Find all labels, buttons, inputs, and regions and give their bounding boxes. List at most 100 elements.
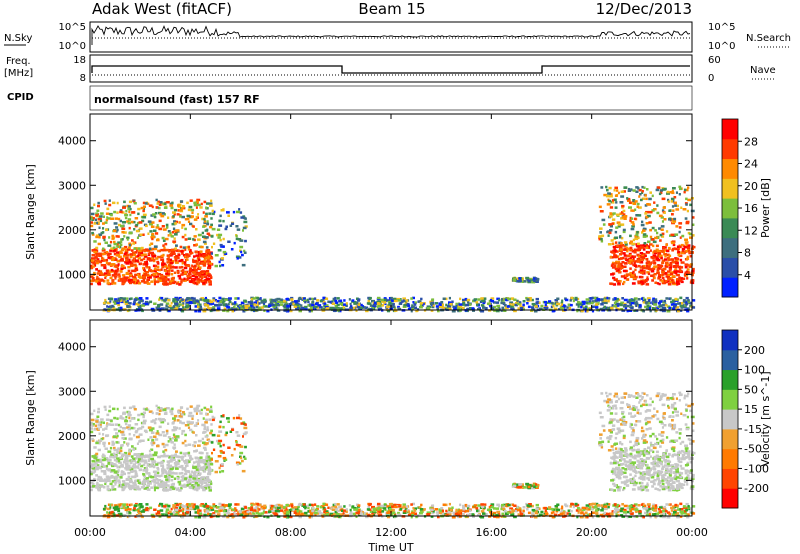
velocity-cell [389, 505, 393, 508]
power-cell [218, 260, 221, 264]
power-cell [120, 240, 123, 244]
velocity-cell [638, 512, 642, 515]
power-cell [647, 305, 652, 308]
power-cell [191, 264, 194, 267]
power-cell [135, 273, 140, 277]
power-cell [138, 249, 142, 253]
power-cell [205, 253, 208, 257]
power-cell [643, 254, 647, 257]
power-cell [96, 209, 100, 212]
power-cell [661, 250, 665, 253]
power-cell [146, 266, 151, 269]
power-cell [644, 194, 647, 197]
power-cell [616, 221, 621, 224]
velocity-cell [113, 471, 118, 474]
power-cell [191, 278, 195, 281]
velocity-cell [225, 431, 228, 434]
power-cell [209, 300, 214, 304]
velocity-cell [115, 436, 118, 439]
power-cell [615, 250, 619, 253]
power-cell [106, 301, 111, 305]
power-cell [629, 258, 633, 262]
nsearch-label: N.Search [746, 33, 791, 44]
power-cell [132, 253, 136, 257]
station-title: Adak West (fitACF) [92, 0, 232, 18]
velocity-cell [179, 505, 183, 509]
velocity-cell [543, 506, 547, 510]
velocity-cell [106, 413, 110, 417]
power-cell [657, 252, 662, 255]
power-cell [684, 238, 688, 241]
power-cell [457, 305, 461, 308]
velocity-cell [131, 475, 135, 479]
velocity-cell [226, 417, 230, 420]
velocity-cell [502, 514, 505, 517]
power-cell [386, 299, 390, 302]
power-cell [211, 245, 213, 249]
power-cell [683, 188, 687, 192]
power-cell [661, 281, 666, 285]
velocity-cell [205, 412, 208, 415]
velocity-cell [517, 513, 521, 516]
power-cell [545, 306, 549, 310]
power-cell [656, 211, 660, 215]
velocity-cell [206, 465, 210, 468]
velocity-cell [205, 456, 208, 460]
power-cell [179, 215, 182, 218]
velocity-cell [393, 513, 397, 516]
velocity-cell [130, 459, 133, 462]
power-cell [189, 222, 193, 226]
velocity-cell [177, 415, 180, 418]
power-cell [148, 243, 152, 247]
power-cell [622, 230, 626, 234]
power-cell [195, 215, 198, 219]
power-cell [324, 297, 329, 300]
velocity-cell [599, 513, 604, 517]
power-cell [313, 305, 318, 309]
power-cell [197, 238, 201, 241]
power-cell [184, 271, 187, 274]
velocity-cell [159, 419, 163, 422]
power-cell [632, 223, 635, 226]
velocity-cell [190, 421, 194, 424]
velocity-cell [189, 455, 192, 458]
velocity-cell [164, 475, 167, 478]
velocity-cell [112, 446, 116, 450]
power-cell [628, 252, 632, 256]
velocity-cell [195, 460, 199, 463]
velocity-cell [141, 515, 144, 519]
power-cell [649, 235, 653, 239]
velocity-cell [102, 458, 106, 462]
power-cell [451, 310, 456, 313]
power-cell [114, 299, 119, 303]
power-cell [256, 305, 259, 309]
power-cell [202, 280, 206, 283]
power-cell [157, 308, 160, 311]
velocity-cell [127, 411, 131, 414]
velocity-cell [182, 452, 186, 455]
velocity-cell [236, 416, 240, 420]
power-cell [241, 253, 244, 257]
velocity-cell [207, 512, 210, 515]
power-cell [543, 300, 547, 304]
velocity-cell [150, 475, 155, 479]
velocity-cell [127, 475, 131, 479]
velocity-cell [116, 451, 120, 454]
velocity-cell [296, 505, 300, 509]
velocity-cell [544, 511, 548, 514]
power-cell [202, 225, 206, 228]
nave-tick-top: 60 [708, 55, 721, 66]
power-cell [659, 239, 662, 242]
nave-label: Nave [750, 65, 776, 76]
power-cell [604, 306, 608, 309]
power-cell [175, 255, 179, 258]
power-cell [607, 243, 612, 246]
power-cell [376, 306, 379, 309]
velocity-cell [161, 485, 166, 488]
velocity-cell [133, 408, 137, 411]
power-cell [630, 188, 633, 191]
power-cell [178, 208, 183, 212]
power-cell [102, 215, 105, 218]
power-cell [516, 302, 521, 306]
power-cell [646, 260, 651, 264]
